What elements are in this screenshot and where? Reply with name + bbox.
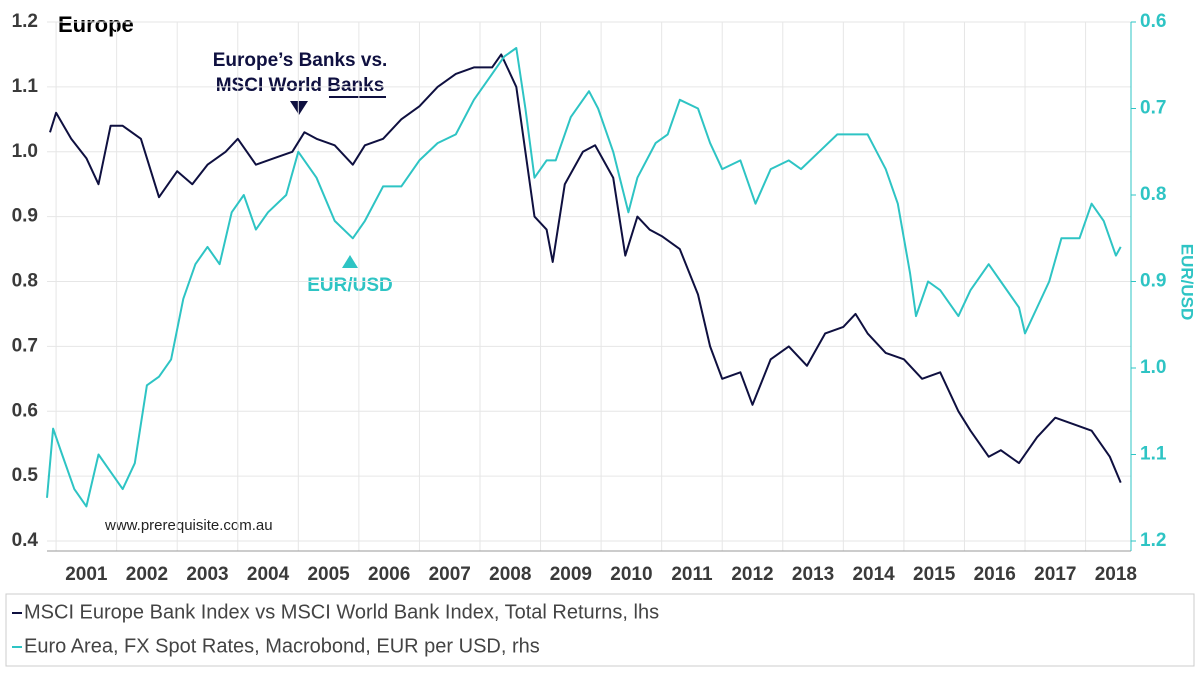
y2-tick-label: 0.8	[1140, 184, 1166, 205]
y2-tick-label: 0.7	[1140, 98, 1166, 119]
y-tick-label: 1.2	[12, 11, 38, 32]
x-tick-label: 2007	[429, 564, 471, 585]
y2-tick-label: 0.9	[1140, 271, 1166, 292]
series-line	[46, 47, 1122, 508]
x-tick-label: 2009	[550, 564, 592, 585]
y-tick-label: 0.4	[12, 530, 39, 551]
chart-title: Europe	[58, 12, 134, 37]
x-tick-label: 2010	[610, 564, 652, 585]
x-tick-label: 2012	[731, 564, 773, 585]
y2-tick-label: 1.0	[1140, 357, 1166, 378]
y-tick-label: 0.8	[12, 271, 38, 292]
y2-tick-label: 0.6	[1140, 11, 1166, 32]
x-tick-label: 2015	[913, 564, 956, 585]
x-tick-label: 2018	[1095, 564, 1137, 585]
y2-tick-label: 1.2	[1140, 530, 1166, 551]
x-tick-label: 2013	[792, 564, 834, 585]
legend	[5, 593, 1195, 667]
annotation: MSCI World Banks	[216, 75, 385, 96]
y-tick-label: 0.5	[12, 465, 39, 486]
x-tick-label: 2014	[852, 564, 895, 585]
annotation: EUR/USD	[307, 275, 393, 296]
y-tick-label: 0.7	[12, 335, 38, 356]
series-line	[49, 53, 1122, 483]
legend-label: Euro Area, FX Spot Rates, Macrobond, EUR…	[24, 635, 540, 657]
source: www.prerequisite.com.au	[104, 517, 273, 534]
y-tick-label: 1.1	[12, 76, 39, 97]
x-tick-label: 2017	[1034, 564, 1076, 585]
legend-label: MSCI Europe Bank Index vs MSCI World Ban…	[24, 601, 659, 623]
x-tick-label: 2016	[974, 564, 1016, 585]
y-tick-label: 1.0	[12, 141, 38, 162]
x-tick-label: 2011	[671, 564, 713, 585]
x-tick-label: 2003	[186, 564, 228, 585]
x-tick-label: 2001	[65, 564, 108, 585]
y-tick-label: 0.6	[12, 400, 38, 421]
marker	[290, 101, 308, 115]
x-tick-label: 2002	[126, 564, 168, 585]
x-tick-label: 2008	[489, 564, 531, 585]
x-tick-label: 2004	[247, 564, 290, 585]
marker	[342, 255, 358, 268]
y2-axis-label: EUR/USD	[1178, 244, 1197, 321]
y2-tick-label: 1.1	[1140, 444, 1167, 465]
annotation: Europe’s Banks vs.	[213, 50, 388, 71]
x-tick-label: 2006	[368, 564, 410, 585]
x-tick-label: 2005	[307, 564, 350, 585]
y-tick-label: 0.9	[12, 206, 38, 227]
